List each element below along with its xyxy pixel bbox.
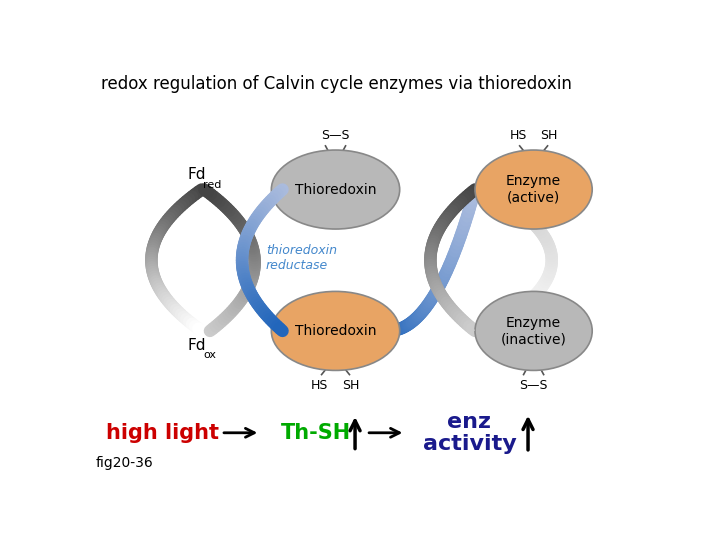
Text: S—S: S—S <box>321 129 350 141</box>
Text: Fd: Fd <box>188 338 206 353</box>
Text: ox: ox <box>203 350 216 361</box>
Text: thioredoxin
reductase: thioredoxin reductase <box>266 244 337 272</box>
Text: Enzyme
(inactive): Enzyme (inactive) <box>500 316 567 346</box>
Text: redox regulation of Calvin cycle enzymes via thioredoxin: redox regulation of Calvin cycle enzymes… <box>101 75 572 93</box>
Text: Thioredoxin: Thioredoxin <box>294 324 377 338</box>
Text: Thioredoxin: Thioredoxin <box>294 183 377 197</box>
Text: fig20-36: fig20-36 <box>96 456 153 470</box>
Text: Fd: Fd <box>188 167 206 183</box>
Ellipse shape <box>271 150 400 229</box>
Text: red: red <box>203 180 222 190</box>
Text: Th-SH: Th-SH <box>281 423 351 443</box>
Ellipse shape <box>271 292 400 370</box>
Text: enz
activity: enz activity <box>423 412 516 454</box>
Text: HS: HS <box>509 129 526 141</box>
Ellipse shape <box>475 292 593 370</box>
Ellipse shape <box>475 150 593 229</box>
Text: high light: high light <box>106 423 219 443</box>
Text: SH: SH <box>541 129 558 141</box>
Text: Enzyme
(active): Enzyme (active) <box>506 174 561 205</box>
Text: HS: HS <box>311 379 328 392</box>
Text: SH: SH <box>343 379 360 392</box>
Text: S—S: S—S <box>519 379 548 392</box>
